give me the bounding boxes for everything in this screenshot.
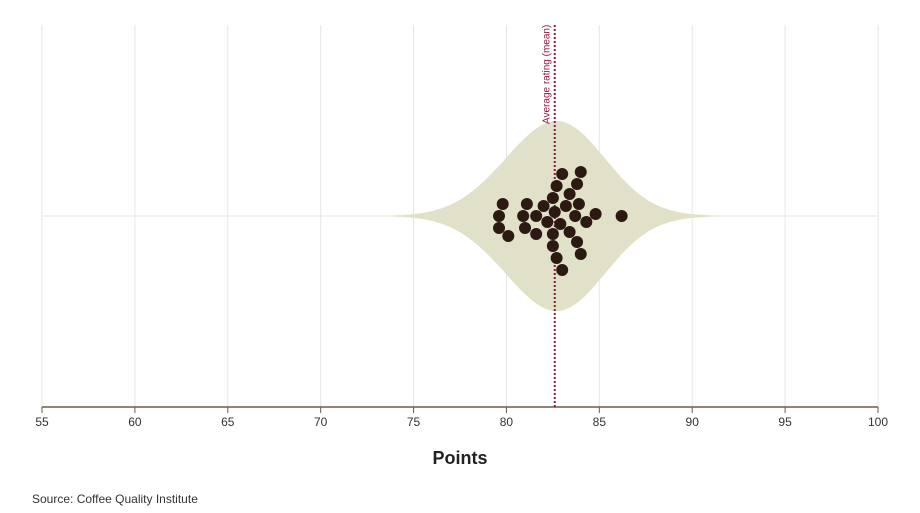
point: [493, 222, 506, 234]
point: [493, 210, 506, 222]
x-tick-label: 60: [128, 415, 142, 429]
point: [563, 188, 576, 200]
point: [574, 248, 587, 260]
x-tick-label: 100: [868, 415, 888, 429]
point: [530, 210, 543, 222]
point: [550, 180, 563, 192]
point: [559, 200, 572, 212]
point: [546, 192, 559, 204]
point: [537, 200, 550, 212]
x-tick-label: 95: [778, 415, 792, 429]
x-tick-label: 85: [593, 415, 607, 429]
point: [548, 206, 561, 218]
point: [517, 210, 530, 222]
point: [519, 222, 532, 234]
point: [496, 198, 509, 210]
point: [520, 198, 533, 210]
point: [554, 218, 567, 230]
point: [556, 264, 569, 276]
point: [556, 168, 569, 180]
point: [572, 198, 585, 210]
x-tick-label: 80: [500, 415, 514, 429]
x-tick-label: 65: [221, 415, 235, 429]
point: [569, 210, 582, 222]
plot: 55 60 65 70 75 80 85 90 95 100 Average rating (mea…: [35, 25, 888, 429]
point: [502, 230, 515, 242]
point: [571, 178, 584, 190]
point: [574, 166, 587, 178]
point: [550, 252, 563, 264]
mean-label: Average rating (mean): [541, 25, 552, 124]
point: [546, 228, 559, 240]
point: [571, 236, 584, 248]
point: [615, 210, 628, 222]
x-tick-label: 55: [35, 415, 49, 429]
x-tick-label: 90: [686, 415, 700, 429]
point: [546, 240, 559, 252]
x-tick-label: 70: [314, 415, 328, 429]
point: [563, 226, 576, 238]
point: [589, 208, 602, 220]
point: [530, 228, 543, 240]
point: [580, 216, 593, 228]
x-axis-label: Points: [432, 448, 487, 468]
source: Source: Coffee Quality Institute: [32, 492, 198, 506]
x-tick-label: 75: [407, 415, 421, 429]
point: [541, 216, 554, 228]
